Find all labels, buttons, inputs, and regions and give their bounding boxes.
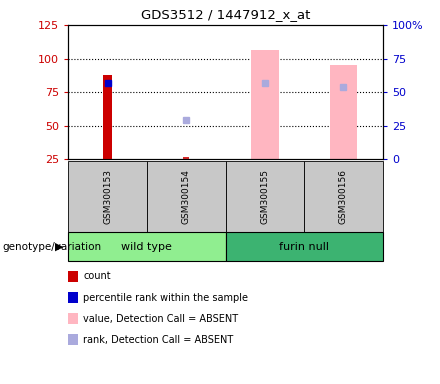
- Title: GDS3512 / 1447912_x_at: GDS3512 / 1447912_x_at: [141, 8, 310, 21]
- Text: furin null: furin null: [279, 242, 329, 252]
- Text: rank, Detection Call = ABSENT: rank, Detection Call = ABSENT: [83, 335, 233, 345]
- Bar: [251, 50, 279, 159]
- Text: GSM300156: GSM300156: [339, 169, 348, 224]
- Bar: [330, 65, 357, 159]
- Text: genotype/variation: genotype/variation: [2, 242, 101, 252]
- Text: count: count: [83, 271, 111, 281]
- Text: value, Detection Call = ABSENT: value, Detection Call = ABSENT: [83, 314, 238, 324]
- Bar: [103, 74, 112, 159]
- Text: wild type: wild type: [121, 242, 172, 252]
- Text: GSM300153: GSM300153: [103, 169, 112, 224]
- Text: GSM300155: GSM300155: [260, 169, 269, 224]
- Text: ▶: ▶: [55, 242, 64, 252]
- Text: percentile rank within the sample: percentile rank within the sample: [83, 293, 248, 303]
- Text: GSM300154: GSM300154: [182, 169, 191, 224]
